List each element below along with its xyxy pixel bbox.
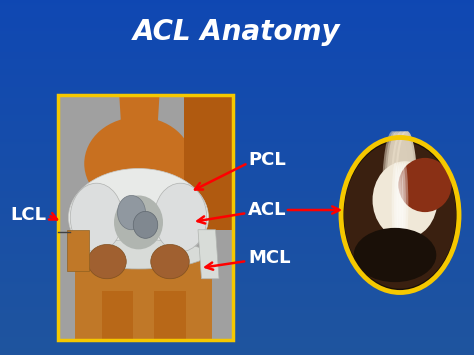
Ellipse shape <box>154 183 207 252</box>
Ellipse shape <box>341 137 459 293</box>
Text: PCL: PCL <box>248 151 286 169</box>
Text: LCL: LCL <box>10 206 46 224</box>
Ellipse shape <box>344 141 456 289</box>
Ellipse shape <box>354 228 436 282</box>
Ellipse shape <box>70 240 207 269</box>
Ellipse shape <box>399 162 406 248</box>
Ellipse shape <box>394 162 401 248</box>
Bar <box>184 95 233 230</box>
Ellipse shape <box>392 162 399 248</box>
Ellipse shape <box>386 131 407 263</box>
Ellipse shape <box>401 162 408 248</box>
Text: ACL Anatomy: ACL Anatomy <box>133 18 341 46</box>
Ellipse shape <box>114 196 163 249</box>
Ellipse shape <box>373 161 438 239</box>
Polygon shape <box>75 254 212 340</box>
Ellipse shape <box>118 196 146 230</box>
Bar <box>154 291 186 340</box>
Ellipse shape <box>388 131 410 263</box>
Ellipse shape <box>397 131 418 263</box>
Bar <box>102 291 133 340</box>
Ellipse shape <box>392 131 414 263</box>
Ellipse shape <box>394 131 416 263</box>
Polygon shape <box>198 230 219 279</box>
Ellipse shape <box>69 169 209 267</box>
Ellipse shape <box>70 183 123 252</box>
Ellipse shape <box>382 131 403 263</box>
Ellipse shape <box>399 158 452 212</box>
Ellipse shape <box>84 117 193 210</box>
Polygon shape <box>119 95 159 181</box>
Ellipse shape <box>390 131 411 263</box>
Ellipse shape <box>384 131 405 263</box>
Ellipse shape <box>151 245 189 279</box>
Text: ACL: ACL <box>248 201 286 219</box>
Ellipse shape <box>133 211 158 238</box>
Bar <box>58 95 233 340</box>
Ellipse shape <box>396 162 403 248</box>
Bar <box>58 95 233 340</box>
Ellipse shape <box>88 245 126 279</box>
Polygon shape <box>67 230 90 272</box>
Text: MCL: MCL <box>248 249 291 267</box>
